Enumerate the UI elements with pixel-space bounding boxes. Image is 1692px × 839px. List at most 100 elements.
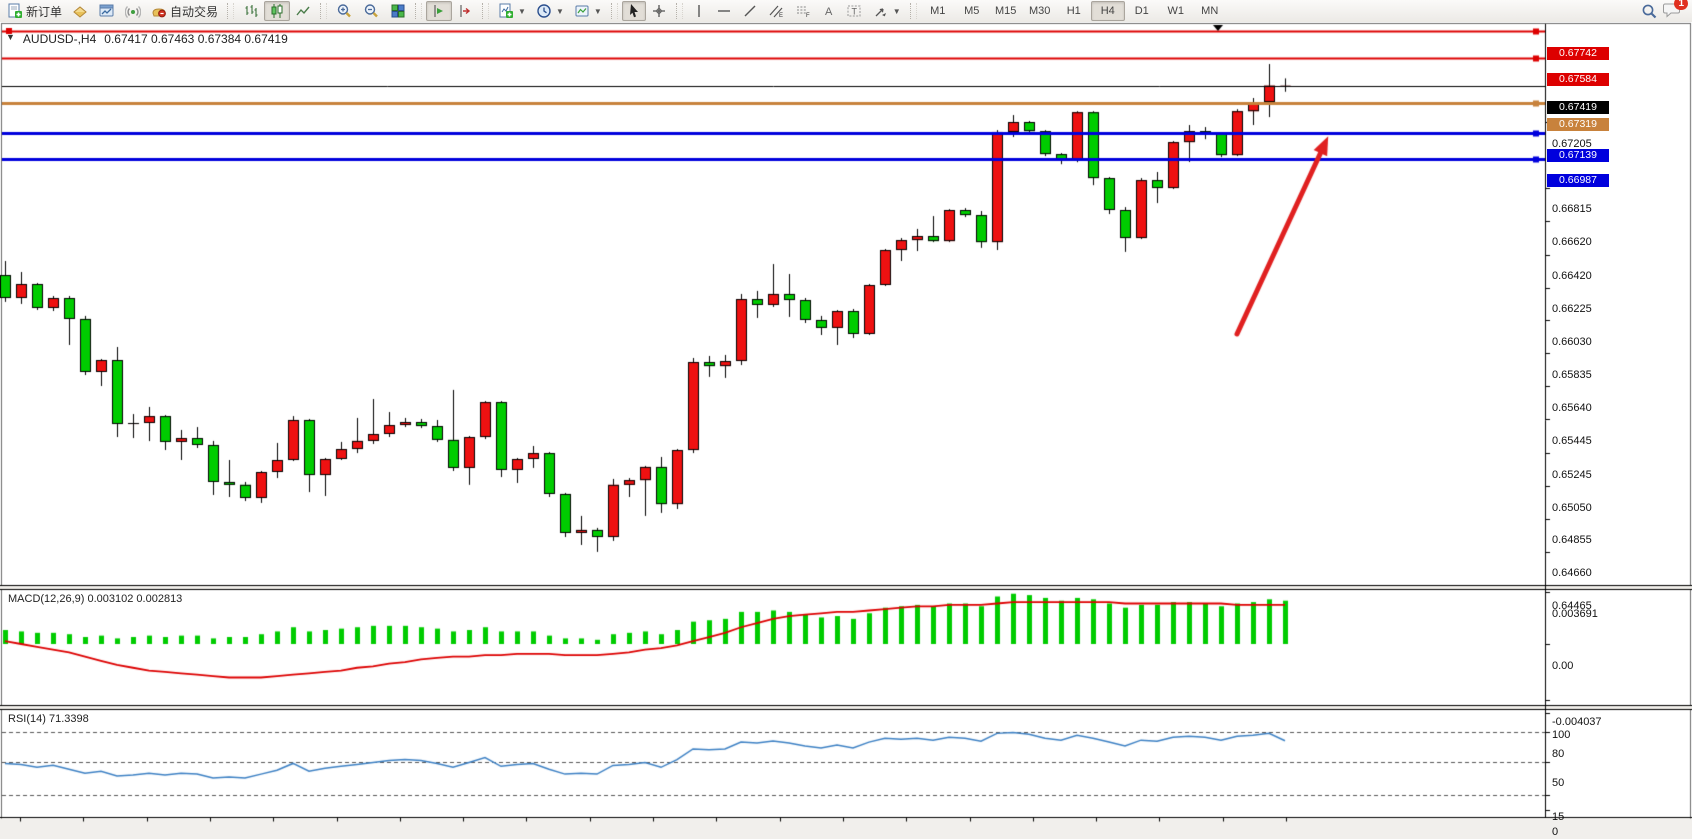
bar-chart-icon [245,5,258,17]
chart-area: ▼ AUDUSD-,H4 0.67417 0.67463 0.67384 0.6… [0,22,1692,838]
horizontal-line-button[interactable] [711,1,737,21]
equidistant-channel-icon: E [769,5,783,19]
fibonacci-icon: F [796,6,810,19]
zoom-out-button[interactable] [358,1,385,21]
toolbar-separator [415,3,423,19]
chart-shift-button[interactable] [452,1,478,21]
crosshair-icon [652,5,665,17]
timeframe-button-d1[interactable]: D1 [1134,5,1149,17]
rsi-indicator-label: RSI(14) 71.3398 [8,713,89,725]
templates-button[interactable]: ▼ [569,1,607,21]
rsi-axis-label: 80 [1552,747,1565,760]
indicators-button[interactable]: ▼ [493,1,531,21]
signal-icon [125,6,142,18]
macd-axis-label: 0.00 [1552,659,1574,672]
chart-title-dropdown-icon[interactable]: ▼ [6,32,15,42]
bar-chart-button[interactable] [238,1,264,21]
timeframe-button-h1[interactable]: H1 [1066,5,1081,17]
toolbar-separator [675,3,683,19]
chevron-down-icon: ▼ [518,6,526,16]
macd-axis-label: 0.003691 [1552,607,1598,620]
text-button[interactable]: A [817,1,841,21]
rsi-axis-label: 100 [1552,728,1571,741]
periods-icon [537,4,551,18]
timeframe-button-m5[interactable]: M5 [964,5,980,17]
chat-button[interactable]: 1 [1663,0,1688,21]
notification-badge: 1 [1674,0,1688,10]
toolbar-separator [610,3,618,19]
price-tick-label: 0.66420 [1552,270,1592,283]
auto-scroll-button[interactable] [426,1,453,21]
search-icon [1642,4,1657,18]
timeframe-button-w1[interactable]: W1 [1167,5,1184,17]
price-chart-canvas[interactable] [0,22,1692,834]
price-tick-label: 0.64855 [1552,534,1592,547]
fibonacci-button[interactable]: F [790,1,817,21]
zoom-in-icon [337,4,351,18]
price-tick-label: 0.64465 [1552,600,1592,613]
price-tick-label: 0.64660 [1552,567,1592,580]
trendline-icon [744,5,756,17]
new-order-label: 新订单 [26,4,63,19]
chart-shift-icon [460,5,471,17]
market-watch-icon [73,6,87,18]
arrows-icon [875,8,886,17]
toolbar-separator [482,3,490,19]
timeframe-button-mn[interactable]: MN [1201,5,1219,17]
ohlc-values: 0.67417 0.67463 0.67384 0.67419 [104,32,288,46]
crosshair-button[interactable] [646,1,672,21]
macd-indicator-label: MACD(12,26,9) 0.003102 0.002813 [8,593,183,605]
svg-text:E: E [779,13,783,19]
templates-icon [575,5,589,17]
price-tick-label: 0.66620 [1552,236,1592,249]
rsi-axis-label: 15 [1552,810,1565,823]
text-label-button[interactable]: T [841,1,868,21]
price-level-badge: 0.67584 [1547,73,1609,87]
zoom-in-button[interactable] [331,1,358,21]
trendline-button[interactable] [737,1,763,21]
price-tick-label: 0.65640 [1552,401,1592,414]
auto-trading-label: 自动交易 [170,4,219,19]
price-tick-label: 0.66225 [1552,303,1592,316]
search-button[interactable] [1636,1,1663,21]
cursor-button[interactable] [621,1,646,21]
zoom-out-icon [364,4,378,18]
cursor-icon [629,4,638,18]
periods-button[interactable]: ▼ [531,1,569,21]
timeframe-button-m1[interactable]: M1 [930,5,946,17]
equidistant-channel-button[interactable]: E [763,1,790,21]
price-tick-label: 0.65050 [1552,501,1592,514]
line-chart-button[interactable] [290,1,316,21]
signal-button[interactable] [120,1,146,21]
arrows-button[interactable]: ▼ [868,1,906,21]
vertical-line-button[interactable] [687,1,711,21]
price-tick-label: 0.67205 [1552,137,1592,150]
price-level-badge: 0.67319 [1547,118,1609,132]
timeframe-button-m15[interactable]: M15 [995,5,1017,17]
market-watch-button[interactable] [67,1,93,21]
svg-text:A: A [825,6,833,18]
chevron-down-icon: ▼ [892,6,901,16]
chevron-down-icon: ▼ [593,6,602,16]
drawing-tools-group: E F A T [685,0,908,22]
candlestick-chart-button[interactable] [264,1,291,21]
indicators-icon [499,3,514,18]
line-chart-icon [296,6,310,16]
auto-trading-icon [152,8,166,18]
scroll-group [424,0,480,22]
chart-type-group [236,0,318,22]
new-order-icon [8,3,22,18]
price-level-badge: 0.67139 [1547,148,1609,162]
new-order-button[interactable]: 新订单 [2,1,67,21]
macd-axis-label: -0.004037 [1552,715,1602,728]
price-tick-label: 0.66030 [1552,335,1592,348]
timeframe-button-h4[interactable]: H4 [1090,1,1125,21]
chart-window-button[interactable] [93,1,120,21]
tile-windows-button[interactable] [385,1,411,21]
pointer-group [620,0,674,22]
timeframe-button-m30[interactable]: M30 [1029,5,1051,17]
price-level-badge: 0.67419 [1547,101,1609,115]
price-level-badge: 0.67742 [1547,46,1609,60]
auto-trading-button[interactable]: 自动交易 [146,1,223,21]
